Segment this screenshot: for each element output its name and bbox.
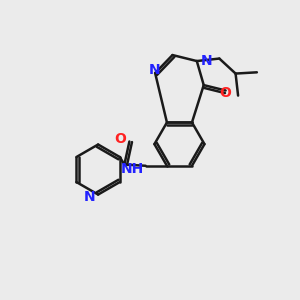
Text: N: N — [201, 54, 213, 68]
Text: O: O — [220, 86, 232, 100]
Text: O: O — [115, 132, 126, 145]
Text: NH: NH — [121, 162, 144, 176]
Text: N: N — [149, 62, 161, 76]
Text: N: N — [83, 190, 95, 204]
